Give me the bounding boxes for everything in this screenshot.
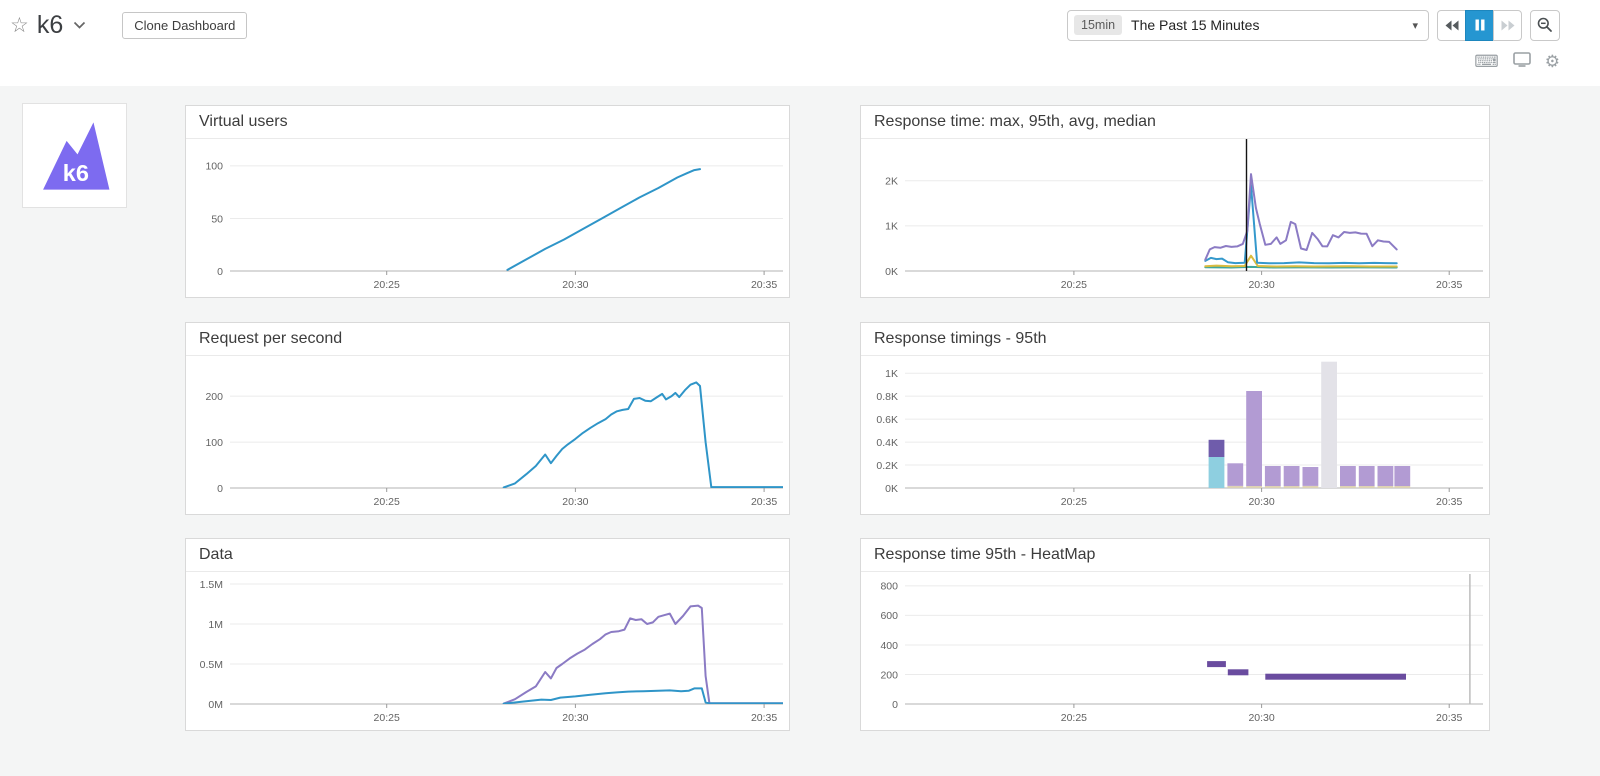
chart-card-response-time: Response time: max, 95th, avg, median 0K… [860,105,1490,298]
dashboard-title: k6 [36,10,64,39]
chart-card-request-per-second: Request per second 0 100 200 20:25 20:30 20:3… [185,322,790,515]
svg-text:20:30: 20:30 [1248,712,1274,724]
response-time-chart[interactable]: 0K 1K 2K 20:25 20:30 20:35 [861,139,1489,297]
svg-text:20:30: 20:30 [1248,279,1274,291]
favorite-star-icon[interactable]: ☆ [10,13,29,37]
svg-text:2K: 2K [885,176,898,188]
svg-text:0.4K: 0.4K [876,437,898,449]
svg-text:20:25: 20:25 [1061,712,1087,724]
k6-logo: k6 [42,121,109,190]
chart-card-heatmap: Response time 95th - HeatMap 0 200 400 600 8… [860,538,1490,731]
svg-text:20:25: 20:25 [1061,496,1087,508]
pause-icon [1475,19,1484,31]
svg-text:600: 600 [880,610,898,622]
svg-text:20:30: 20:30 [1248,496,1274,508]
chart-title: Response time: max, 95th, avg, median [861,106,1489,139]
playback-controls [1437,9,1522,41]
request-per-second-chart[interactable]: 0 100 200 20:25 20:30 20:35 [186,356,789,514]
svg-text:1.5M: 1.5M [200,579,223,591]
svg-text:20:35: 20:35 [751,496,777,508]
svg-text:1K: 1K [885,221,898,233]
pause-button[interactable] [1465,9,1494,41]
time-range-label: The Past 15 Minutes [1131,17,1260,33]
svg-text:0.2K: 0.2K [876,460,898,472]
svg-text:0.5M: 0.5M [200,659,223,671]
svg-text:100: 100 [205,437,223,449]
dropdown-caret-icon: ▾ [1412,19,1418,32]
svg-text:20:25: 20:25 [374,279,400,291]
svg-text:k6: k6 [62,160,88,186]
data-chart[interactable]: 0M 0.5M 1M 1.5M 20:25 20:30 20:35 [186,572,789,730]
chart-title: Response timings - 95th [861,323,1489,356]
chart-title: Virtual users [186,106,789,139]
svg-text:20:35: 20:35 [1436,279,1462,291]
svg-text:1M: 1M [208,619,223,631]
chart-card-response-timings: Response timings - 95th 0K 0.2K 0.4K 0.6K 0.… [860,322,1490,515]
rewind-button[interactable] [1437,9,1466,41]
svg-text:200: 200 [880,669,898,681]
dashboard-grid: k6 Virtual users 0 50 100 20:25 20:30 20:35 R… [0,86,1600,776]
svg-text:1K: 1K [885,368,898,380]
response-time-heatmap-chart[interactable]: 0 200 400 600 800 20:25 20:30 20:35 [861,572,1489,730]
rewind-icon [1445,20,1458,30]
forward-button[interactable] [1493,9,1522,41]
keyboard-shortcuts-icon[interactable]: ⌨ [1474,51,1499,71]
k6-logo-card: k6 [22,103,127,208]
svg-text:20:30: 20:30 [562,496,588,508]
svg-text:0: 0 [892,699,898,711]
zoom-out-button[interactable] [1530,9,1560,41]
svg-text:20:25: 20:25 [374,712,400,724]
zoom-out-icon [1537,17,1552,32]
svg-text:20:35: 20:35 [1436,712,1462,724]
fast-forward-icon [1501,20,1514,30]
time-range-selector[interactable]: 15min The Past 15 Minutes ▾ [1067,9,1429,41]
settings-gear-icon[interactable]: ⚙ [1544,51,1560,71]
toolbar: ☆ k6 Clone Dashboard 15min The Past 15 M… [0,0,1600,86]
svg-text:20:30: 20:30 [562,712,588,724]
svg-text:0.8K: 0.8K [876,391,898,403]
chart-card-virtual-users: Virtual users 0 50 100 20:25 20:30 20:35 [185,105,790,298]
chart-card-data: Data 0M 0.5M 1M 1.5M 20:25 20:30 20:35 [185,538,790,731]
svg-text:0.6K: 0.6K [876,414,898,426]
svg-text:20:25: 20:25 [1061,279,1087,291]
svg-text:20:35: 20:35 [751,279,777,291]
svg-text:800: 800 [880,581,898,593]
svg-text:0K: 0K [885,266,898,278]
svg-text:400: 400 [880,640,898,652]
svg-text:0M: 0M [208,699,223,711]
tv-mode-icon[interactable] [1512,52,1531,70]
svg-text:20:25: 20:25 [374,496,400,508]
svg-text:20:35: 20:35 [1436,496,1462,508]
clone-dashboard-button[interactable]: Clone Dashboard [122,11,248,39]
virtual-users-chart[interactable]: 0 50 100 20:25 20:30 20:35 [186,139,789,297]
svg-text:100: 100 [205,161,223,173]
svg-text:0: 0 [217,483,223,495]
svg-text:0: 0 [217,266,223,278]
chart-title: Data [186,539,789,572]
svg-text:20:30: 20:30 [562,279,588,291]
chart-title: Request per second [186,323,789,356]
svg-text:200: 200 [205,391,223,403]
chart-title: Response time 95th - HeatMap [861,539,1489,572]
response-timings-bar-chart[interactable]: 0K 0.2K 0.4K 0.6K 0.8K 1K 20:25 20:30 20:35 [861,356,1489,514]
time-range-badge: 15min [1074,15,1123,35]
svg-text:0K: 0K [885,483,898,495]
title-chevron-down-icon[interactable] [73,21,86,30]
svg-text:20:35: 20:35 [751,712,777,724]
svg-text:50: 50 [211,213,223,225]
